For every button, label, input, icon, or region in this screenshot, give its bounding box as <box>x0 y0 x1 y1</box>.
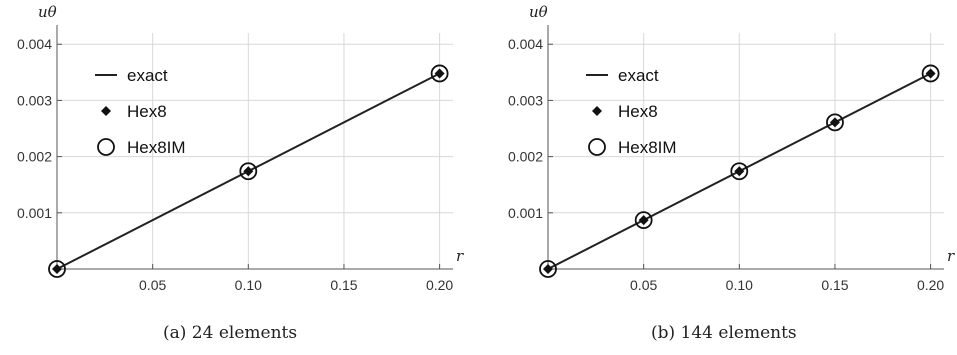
x-tick-label: 0.05 <box>139 277 166 293</box>
point-hex8im <box>826 113 844 132</box>
point-hex8im <box>921 64 940 83</box>
point-hex8im <box>48 260 66 278</box>
y-tick-label: 0.004 <box>17 36 52 52</box>
point-hex8im <box>239 162 258 181</box>
legend-swatch-hex8 <box>101 106 111 116</box>
chart-panel-b: 0.05 0.10 0.15 0.20 0.001 0.002 0.003 0.004 uθ r e… <box>508 3 955 343</box>
x-tick-label: 0.10 <box>235 277 262 293</box>
x-tick-label: 0.20 <box>426 277 453 293</box>
x-tick-label: 0.15 <box>821 277 848 293</box>
point-hex8 <box>829 117 840 128</box>
y-axis-title: uθ <box>38 3 57 21</box>
point-hex8 <box>734 166 745 177</box>
x-tick-label: 0.05 <box>630 277 657 293</box>
point-hex8 <box>543 264 553 274</box>
point-hex8im <box>634 211 653 230</box>
legend-swatch-hex8im <box>97 138 115 156</box>
x-tick-label: 0.20 <box>917 277 944 293</box>
point-hex8 <box>52 264 62 274</box>
figure-caption: (a) 24 elements <box>163 323 297 343</box>
point-hex8im <box>539 260 557 278</box>
chart-panel-a: 0.05 0.10 0.15 0.20 0.001 0.002 0.003 0.004 uθ r e… <box>17 3 464 343</box>
legend-label: exact <box>618 66 659 85</box>
legend-label: Hex8IM <box>127 138 186 157</box>
point-hex8im <box>430 64 449 83</box>
y-tick-label: 0.001 <box>17 205 52 221</box>
point-hex8im <box>730 162 749 181</box>
point-hex8 <box>243 166 254 177</box>
y-axis-title: uθ <box>529 3 548 21</box>
point-hex8 <box>638 215 649 226</box>
legend-label: Hex8IM <box>618 138 677 157</box>
point-hex8 <box>434 68 445 79</box>
legend-label: Hex8 <box>127 102 167 121</box>
y-tick-label: 0.001 <box>508 205 543 221</box>
x-tick-label: 0.10 <box>726 277 753 293</box>
y-tick-label: 0.003 <box>508 92 543 108</box>
point-hex8 <box>925 68 936 79</box>
legend-swatch-hex8im <box>588 138 606 156</box>
figure-caption: (b) 144 elements <box>651 323 797 343</box>
y-tick-label: 0.002 <box>508 149 543 165</box>
y-tick-label: 0.004 <box>508 36 543 52</box>
legend-label: Hex8 <box>618 102 658 121</box>
legend-swatch-hex8 <box>592 106 602 116</box>
legend-label: exact <box>127 66 168 85</box>
y-tick-label: 0.003 <box>17 92 52 108</box>
x-axis-title: r <box>456 247 464 265</box>
x-tick-label: 0.15 <box>330 277 357 293</box>
y-tick-label: 0.002 <box>17 149 52 165</box>
x-axis-title: r <box>947 247 955 265</box>
